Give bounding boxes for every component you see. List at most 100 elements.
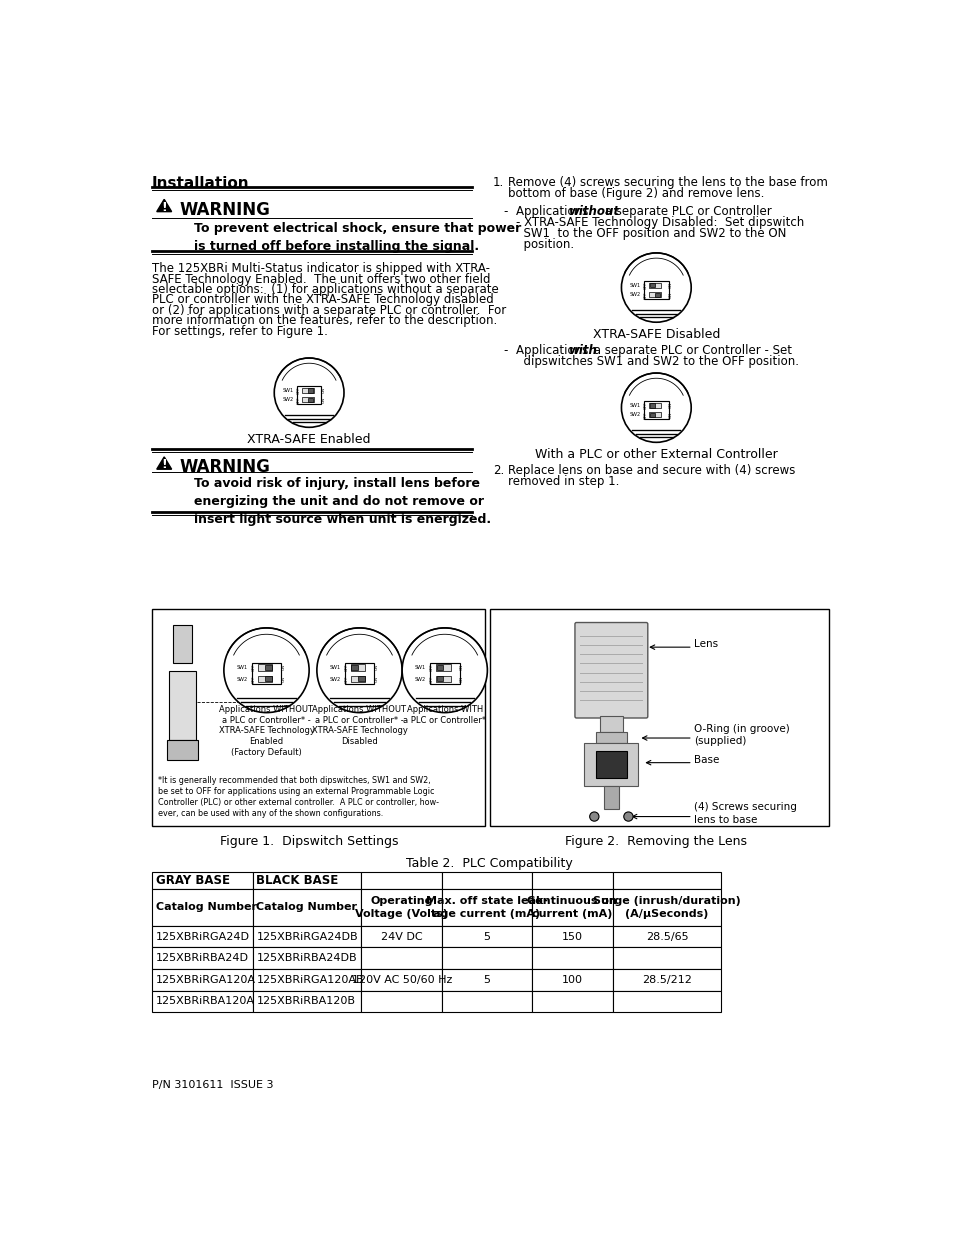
Text: Remove (4) screws securing the lens to the base from: Remove (4) screws securing the lens to t… (508, 175, 827, 189)
Text: SW1: SW1 (330, 664, 340, 669)
Text: SW2: SW2 (415, 677, 426, 682)
Bar (531, 969, 612, 990)
Text: 28.5/212: 28.5/212 (641, 974, 691, 984)
Text: Applications WITHOUT
a PLC or Controller* -
XTRA-SAFE Technology
Enabled
(Factor: Applications WITHOUT a PLC or Controller… (218, 705, 314, 757)
Text: WARNING: WARNING (179, 200, 271, 219)
Bar (360, 969, 442, 990)
Text: 125XBRiRBA24DB: 125XBRiRBA24DB (256, 953, 356, 963)
Text: Catalog Number: Catalog Number (256, 903, 357, 913)
Text: 24V DC: 24V DC (380, 931, 422, 941)
Bar (596, 732, 626, 743)
Text: SW2: SW2 (629, 293, 640, 298)
Bar (152, 609, 484, 826)
Circle shape (402, 627, 487, 713)
Bar (360, 872, 442, 889)
Text: 125XBRiRBA120A: 125XBRiRBA120A (155, 997, 254, 1007)
Text: Applications WITH
a PLC or Controller*: Applications WITH a PLC or Controller* (403, 705, 486, 725)
Text: SW1  to the OFF position and SW2 to the ON: SW1 to the OFF position and SW2 to the O… (516, 227, 785, 240)
Text: OFF: OFF (643, 411, 647, 419)
Bar (436, 677, 442, 682)
Bar (442, 990, 531, 1013)
Text: ON: ON (375, 664, 378, 671)
Bar (253, 969, 360, 990)
Text: The 125XBRi Multi-Status indicator is shipped with XTRA-: The 125XBRi Multi-Status indicator is sh… (152, 262, 489, 275)
Bar (152, 872, 253, 889)
Text: Continuous on
current (mA): Continuous on current (mA) (527, 897, 617, 919)
Text: OFF: OFF (296, 396, 300, 404)
Text: SW2: SW2 (629, 412, 640, 417)
Text: ON: ON (321, 388, 325, 393)
Text: 150: 150 (561, 931, 582, 941)
Bar (253, 872, 360, 889)
Text: OFF: OFF (643, 282, 647, 289)
Bar (599, 716, 622, 732)
Bar (360, 947, 442, 969)
Text: 125XBRiRGA24D: 125XBRiRGA24D (155, 931, 250, 941)
Text: OFF: OFF (252, 676, 255, 683)
Bar (350, 664, 365, 671)
Text: a separate PLC or Controller - Set: a separate PLC or Controller - Set (590, 343, 792, 357)
Text: Table 2.  PLC Compatibility: Table 2. PLC Compatibility (405, 857, 572, 869)
Text: SW2: SW2 (236, 677, 248, 682)
Text: without: without (568, 205, 619, 219)
Bar (360, 990, 442, 1013)
Text: SW2: SW2 (330, 677, 340, 682)
Text: more information on the features, refer to the description.: more information on the features, refer … (152, 314, 497, 327)
Bar (603, 785, 618, 809)
Bar (655, 293, 659, 296)
Bar (648, 283, 660, 288)
Text: ON: ON (321, 396, 325, 403)
Text: Applications WITHOUT
a PLC or Controller* -
XTRA-SAFE Technology
Disabled: Applications WITHOUT a PLC or Controller… (312, 705, 407, 746)
Text: ON: ON (668, 403, 672, 409)
Bar (612, 926, 720, 947)
Bar (612, 990, 720, 1013)
Text: SW1: SW1 (415, 664, 426, 669)
Text: !: ! (161, 201, 167, 214)
Bar (152, 990, 253, 1013)
Circle shape (589, 811, 598, 821)
Text: Surge (inrush/duration)
(A/μSeconds): Surge (inrush/duration) (A/μSeconds) (593, 897, 740, 919)
Text: Replace lens on base and secure with (4) screws: Replace lens on base and secure with (4)… (508, 464, 795, 477)
Text: ON: ON (459, 664, 463, 671)
Bar (649, 283, 654, 288)
Bar (612, 889, 720, 926)
Text: ON: ON (459, 676, 463, 682)
Text: SW1: SW1 (629, 283, 640, 288)
Text: 120V AC 50/60 Hz: 120V AC 50/60 Hz (352, 974, 452, 984)
Bar (152, 889, 253, 926)
Bar (152, 969, 253, 990)
Text: with: with (568, 343, 597, 357)
Bar (649, 412, 654, 417)
Bar (301, 388, 314, 393)
Text: *It is generally recommended that both dipswitches, SW1 and SW2,
be set to OFF f: *It is generally recommended that both d… (158, 776, 438, 818)
Text: ON: ON (375, 676, 378, 682)
Bar (169, 671, 195, 740)
Text: ON: ON (281, 676, 286, 682)
Circle shape (316, 627, 402, 713)
Text: OFF: OFF (430, 663, 434, 671)
Bar (643, 282, 668, 299)
Bar (612, 969, 720, 990)
Text: Lens: Lens (694, 638, 718, 650)
Text: ON: ON (668, 291, 672, 298)
Text: SW1: SW1 (282, 388, 294, 393)
Bar (648, 291, 660, 298)
Text: 28.5/65: 28.5/65 (645, 931, 688, 941)
Circle shape (620, 253, 691, 322)
Bar (596, 751, 626, 778)
Bar (583, 743, 638, 785)
Text: For settings, refer to Figure 1.: For settings, refer to Figure 1. (152, 325, 327, 337)
Text: 5: 5 (483, 974, 490, 984)
Text: XTRA-SAFE Enabled: XTRA-SAFE Enabled (247, 433, 371, 447)
Bar (296, 387, 321, 404)
Bar (360, 926, 442, 947)
Bar (531, 947, 612, 969)
Circle shape (623, 811, 633, 821)
Circle shape (274, 358, 344, 427)
Bar (442, 926, 531, 947)
Bar (648, 403, 660, 408)
Bar (612, 872, 720, 889)
Text: To avoid risk of injury, install lens before
energizing the unit and do not remo: To avoid risk of injury, install lens be… (194, 477, 491, 526)
Text: Max. off state leak-
age current (mA): Max. off state leak- age current (mA) (426, 897, 547, 919)
Bar (531, 872, 612, 889)
